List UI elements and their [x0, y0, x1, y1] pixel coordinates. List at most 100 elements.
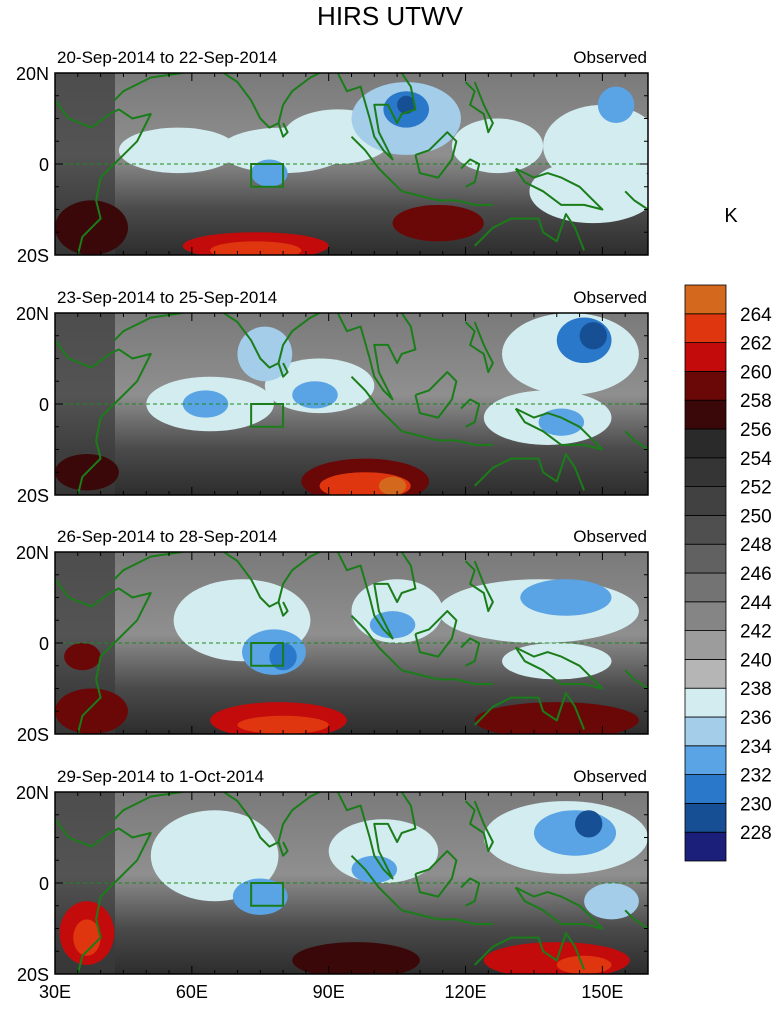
colorbar-swatch: [684, 774, 727, 804]
colorbar-tick-label: 258: [740, 391, 772, 412]
contour-feature-13: [579, 322, 607, 350]
coastline-4: [277, 601, 289, 617]
contour-feature-15: [397, 95, 416, 114]
coastline-5: [336, 552, 417, 640]
contour-feature-13: [575, 810, 603, 838]
contour-feature-11: [597, 86, 635, 124]
coastline-3: [223, 552, 322, 608]
coastline-11: [514, 407, 604, 451]
contour-feature-12: [556, 955, 612, 974]
coastline-7: [401, 669, 493, 685]
coastline-4: [277, 122, 289, 138]
contour-feature-4: [292, 942, 420, 974]
y-tick-label: 20N: [16, 64, 49, 84]
colorbar-tick-label: 246: [740, 564, 772, 585]
coastline-2: [113, 792, 183, 821]
coastline-12: [473, 453, 586, 491]
colorbar-swatch: [684, 543, 727, 574]
colorbar-tick-label: 248: [740, 535, 772, 556]
coastline-4: [277, 362, 289, 378]
coastline-13: [624, 909, 648, 930]
figure-title: HIRS UTWV: [317, 1, 464, 31]
panel-observed-label: Observed: [573, 767, 647, 786]
contour-feature-6: [219, 127, 347, 174]
contour-feature-13: [237, 715, 329, 734]
contour-feature-1: [150, 810, 279, 902]
coastline-10: [464, 560, 494, 613]
coastline-5: [336, 73, 417, 161]
panel-date-label: 20-Sep-2014 to 22-Sep-2014: [57, 48, 277, 67]
contour-feature-5: [55, 688, 128, 734]
y-tick-label: 0: [39, 874, 49, 894]
x-tick-label: 30E: [39, 982, 71, 1002]
coastline-9: [460, 398, 481, 428]
y-tick-label: 20S: [17, 486, 49, 506]
colorbar-swatch: [684, 370, 727, 401]
coastline-12: [473, 213, 586, 251]
colorbar-swatch: [684, 831, 727, 862]
colorbar-swatch: [684, 572, 727, 603]
contour-feature-10: [538, 408, 585, 436]
y-tick-label: 0: [39, 395, 49, 415]
colorbar-swatch: [684, 486, 727, 516]
map-area: [55, 313, 648, 495]
panel-date-label: 26-Sep-2014 to 28-Sep-2014: [57, 527, 277, 546]
colorbar-tick-label: 236: [740, 708, 772, 729]
y-tick-label: 20S: [17, 965, 49, 985]
coastline-6: [350, 375, 403, 433]
y-tick-label: 20S: [17, 246, 49, 266]
contour-feature-10: [369, 611, 416, 639]
colorbar-swatch: [684, 428, 727, 459]
colorbar-swatch: [684, 342, 727, 372]
coastline-12: [473, 692, 586, 730]
contour-feature-9: [392, 204, 484, 242]
coastline-12: [473, 932, 586, 970]
contour-feature-14: [378, 476, 407, 495]
coastline-1: [55, 818, 152, 974]
colorbar-tick-label: 262: [740, 334, 772, 355]
colorbar-swatch: [684, 803, 727, 833]
study-box: [250, 882, 285, 907]
colorbar-tick-label: 254: [740, 449, 772, 470]
contour-feature-5: [529, 159, 648, 224]
coastline-3: [223, 73, 322, 129]
coastline-13: [624, 430, 648, 451]
study-box: [250, 642, 285, 667]
x-tick-label: 90E: [313, 982, 345, 1002]
coastline-13: [624, 190, 648, 211]
colorbar-tick-label: 256: [740, 420, 772, 441]
coastline-3: [223, 313, 322, 369]
colorbar-swatch: [684, 745, 727, 775]
colorbar-swatch: [684, 457, 727, 487]
colorbar-tick-label: 260: [740, 362, 772, 383]
panel-2: 23-Sep-2014 to 25-Sep-2014 Observed 20N 0 20…: [16, 288, 649, 506]
colorbar-swatch: [684, 515, 727, 545]
x-tick-label: 60E: [176, 982, 208, 1002]
contour-feature-7: [292, 381, 338, 409]
map-area: [55, 552, 648, 734]
panel-observed-label: Observed: [573, 527, 647, 546]
coastline-11: [514, 167, 604, 211]
colorbar-swatch: [684, 601, 727, 631]
coastline-8: [414, 131, 458, 179]
contour-feature-11: [73, 919, 101, 956]
coastline-9: [460, 637, 481, 667]
x-tick-label: 150E: [581, 982, 623, 1002]
colorbar-tick-label: 228: [740, 823, 772, 844]
coastline-6: [350, 614, 403, 672]
colorbar-tick-label: 234: [740, 737, 772, 758]
colorbar-swatch: [684, 716, 727, 747]
coastline-2: [113, 73, 183, 102]
coastline-8: [414, 371, 458, 419]
colorbar-tick-label: 242: [740, 622, 772, 643]
coastline-9: [460, 158, 481, 188]
contour-feature-7: [351, 855, 398, 883]
map-area: [55, 792, 648, 974]
panel-observed-label: Observed: [573, 48, 647, 67]
contour-feature-1: [118, 127, 238, 174]
coastline-1: [55, 99, 152, 255]
colorbar-swatch: [684, 687, 727, 718]
y-tick-label: 0: [39, 634, 49, 654]
y-tick-label: 0: [39, 155, 49, 175]
